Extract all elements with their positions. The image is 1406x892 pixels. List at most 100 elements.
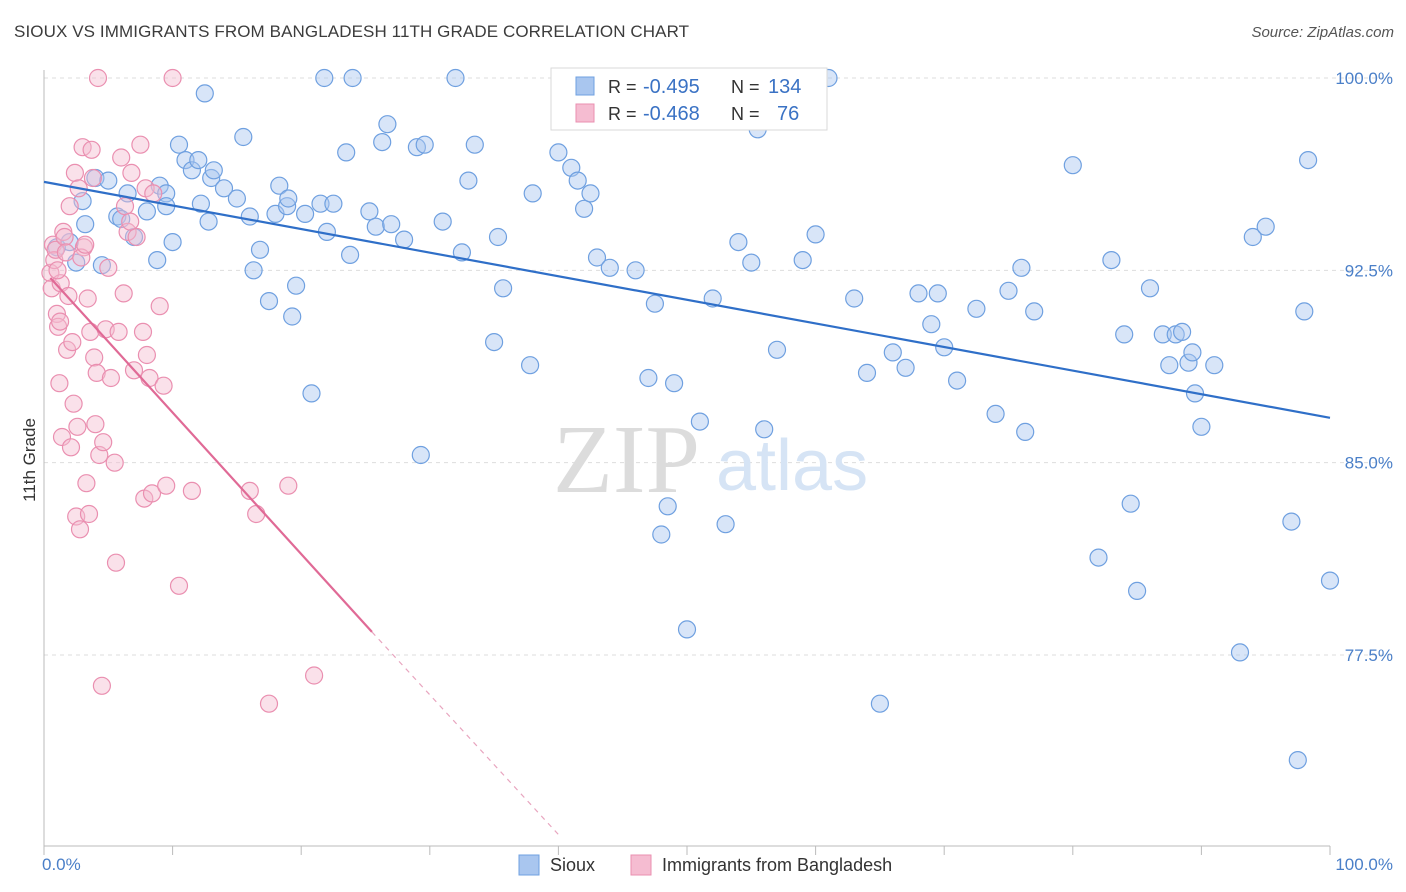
sioux-point-100 bbox=[1127, 581, 1147, 601]
legend-box bbox=[550, 67, 828, 131]
sioux-point-129 bbox=[279, 189, 298, 208]
legend-swatch-sioux bbox=[575, 76, 595, 96]
sioux-point-59 bbox=[587, 248, 607, 267]
bangladesh-point-7 bbox=[50, 374, 69, 393]
chart-source: Source: ZipAtlas.com bbox=[1251, 24, 1394, 41]
bangladesh-point-67 bbox=[279, 476, 298, 495]
bangladesh-point-9 bbox=[52, 427, 72, 447]
sioux-point-101 bbox=[1140, 279, 1160, 298]
sioux-point-53 bbox=[520, 356, 540, 375]
sioux-point-106 bbox=[1179, 353, 1198, 372]
sioux-point-115 bbox=[1288, 750, 1307, 770]
bangladesh-point-42 bbox=[109, 322, 128, 341]
trend-lines bbox=[43, 180, 1331, 835]
sioux-point-33 bbox=[324, 194, 343, 213]
bangladesh-point-27 bbox=[78, 289, 97, 308]
sioux-point-26 bbox=[278, 197, 297, 216]
sioux-point-112 bbox=[1243, 227, 1262, 247]
bangladesh-point-12 bbox=[56, 243, 76, 262]
bangladesh-point-39 bbox=[101, 368, 121, 388]
sioux-point-58 bbox=[581, 184, 600, 203]
legend-r-label-sioux: R = bbox=[608, 77, 637, 97]
bangladesh-point-71 bbox=[50, 312, 70, 331]
sioux-point-133 bbox=[600, 258, 619, 277]
bangladesh-point-50 bbox=[131, 135, 150, 154]
sioux-point-52 bbox=[494, 279, 513, 298]
bangladesh-point-46 bbox=[118, 222, 137, 241]
sioux-point-83 bbox=[896, 358, 915, 377]
sioux-point-103 bbox=[1160, 356, 1179, 375]
sioux-point-48 bbox=[459, 171, 478, 190]
sioux-point-95 bbox=[1063, 156, 1082, 175]
sioux-point-125 bbox=[148, 251, 167, 270]
bangladesh-point-66 bbox=[259, 694, 279, 713]
bangladesh-point-4 bbox=[46, 240, 65, 259]
sioux-point-96 bbox=[1089, 548, 1108, 567]
bangladesh-point-26 bbox=[77, 474, 96, 493]
sioux-point-62 bbox=[639, 368, 658, 388]
data-points bbox=[41, 68, 1340, 770]
bangladesh-point-56 bbox=[142, 484, 162, 503]
legend: R = -0.495 N = 134 R = -0.468 N = 76 bbox=[550, 67, 828, 131]
sioux-point-12 bbox=[182, 161, 201, 180]
sioux-point-116 bbox=[1295, 302, 1314, 321]
sioux-point-75 bbox=[767, 340, 787, 359]
sioux-point-117 bbox=[1298, 151, 1318, 170]
sioux-point-11 bbox=[176, 151, 195, 170]
bottom-legend-label-bangladesh: Immigrants from Bangladesh bbox=[662, 855, 892, 875]
watermark-zip: ZIP bbox=[553, 406, 700, 514]
watermark: ZIP atlas bbox=[553, 406, 868, 514]
bangladesh-point-31 bbox=[85, 348, 104, 367]
sioux-point-71 bbox=[729, 233, 748, 252]
x-tick-label-right: 100.0% bbox=[1335, 855, 1393, 874]
sioux-point-89 bbox=[967, 299, 986, 318]
bangladesh-point-45 bbox=[115, 197, 135, 216]
legend-n-value-sioux: 134 bbox=[768, 76, 801, 98]
bangladesh-point-59 bbox=[154, 376, 173, 395]
sioux-point-46 bbox=[446, 68, 465, 88]
sioux-trend-line bbox=[43, 180, 1331, 419]
bangladesh-point-70 bbox=[48, 261, 67, 280]
sioux-point-38 bbox=[366, 217, 385, 236]
sioux-point-79 bbox=[845, 289, 864, 308]
bangladesh-point-68 bbox=[305, 666, 324, 685]
y-tick-label-1: 85.0% bbox=[1345, 454, 1393, 473]
bangladesh-point-47 bbox=[122, 163, 141, 182]
bangladesh-point-33 bbox=[87, 363, 106, 382]
sioux-point-109 bbox=[1192, 417, 1211, 436]
y-tick-label-2: 92.5% bbox=[1345, 261, 1393, 280]
sioux-point-14 bbox=[195, 84, 214, 103]
bangladesh-point-65 bbox=[247, 504, 266, 524]
sioux-point-70 bbox=[716, 515, 735, 534]
bangladesh-point-38 bbox=[99, 258, 118, 277]
bottom-legend: Sioux Immigrants from Bangladesh bbox=[518, 854, 892, 876]
legend-swatch-bangladesh bbox=[575, 103, 595, 123]
sioux-point-13 bbox=[189, 151, 208, 170]
sioux-point-111 bbox=[1230, 643, 1250, 662]
bottom-legend-label-sioux: Sioux bbox=[550, 855, 595, 875]
sioux-point-37 bbox=[360, 202, 379, 221]
watermark-atlas: atlas bbox=[716, 426, 868, 506]
bottom-legend-swatch-sioux bbox=[518, 854, 540, 876]
sioux-point-51 bbox=[488, 227, 508, 247]
legend-n-label-sioux: N = bbox=[731, 77, 760, 97]
sioux-point-92 bbox=[1012, 258, 1031, 277]
sioux-point-90 bbox=[986, 404, 1005, 423]
y-tick-label-3: 100.0% bbox=[1335, 69, 1393, 88]
bangladesh-trend-line bbox=[49, 277, 373, 633]
sioux-point-122 bbox=[76, 215, 95, 234]
sioux-point-41 bbox=[382, 215, 401, 234]
sioux-point-40 bbox=[378, 115, 397, 134]
sioux-point-64 bbox=[652, 525, 671, 544]
bangladesh-point-57 bbox=[144, 184, 163, 203]
sioux-point-50 bbox=[485, 333, 504, 352]
bangladesh-point-18 bbox=[64, 394, 83, 413]
bangladesh-point-35 bbox=[92, 676, 112, 695]
y-tick-labels: 77.5% 85.0% 92.5% 100.0% bbox=[1335, 69, 1393, 665]
legend-r-label-bangladesh: R = bbox=[608, 104, 637, 124]
sioux-point-105 bbox=[1172, 322, 1192, 341]
sioux-point-93 bbox=[1016, 422, 1035, 441]
bottom-legend-swatch-bangladesh bbox=[630, 854, 652, 876]
sioux-point-6 bbox=[137, 202, 156, 221]
